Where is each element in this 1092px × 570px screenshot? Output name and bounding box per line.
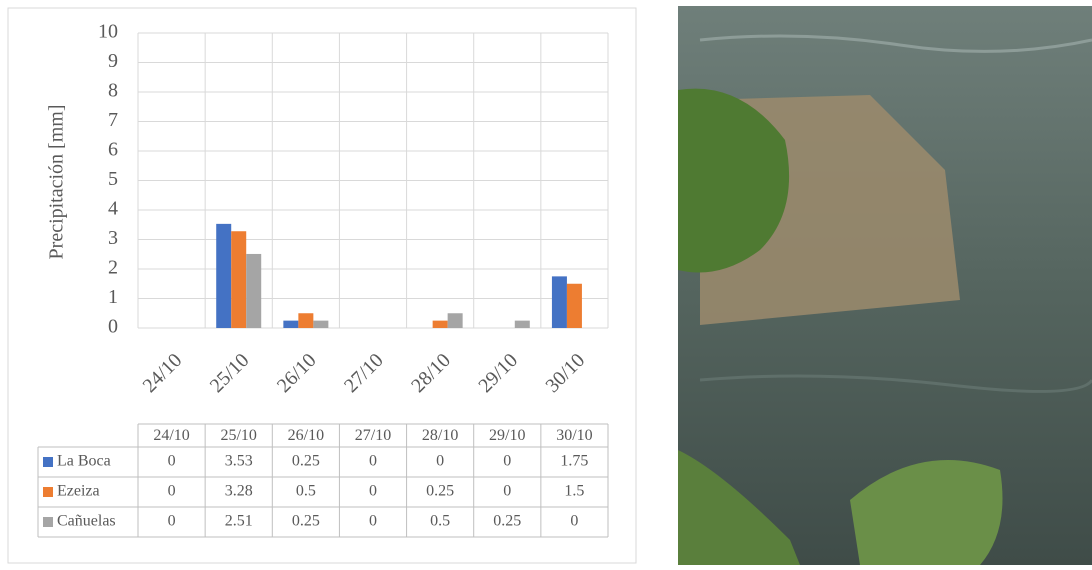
- table-header: 24/10: [153, 427, 189, 444]
- table-header: 28/10: [422, 427, 458, 444]
- table-cell: 0: [503, 453, 511, 470]
- legend-key: [43, 457, 53, 467]
- plant-left: [678, 450, 800, 565]
- y-tick-label: 1: [108, 286, 118, 308]
- table-cell: 0.25: [292, 453, 320, 470]
- y-tick-label: 10: [98, 21, 118, 43]
- y-tick-label: 7: [108, 109, 118, 131]
- bar: [313, 320, 329, 328]
- y-axis-label: Precipitación [mm]: [46, 105, 68, 260]
- table-cell: 0: [369, 483, 377, 500]
- table-cell: 0: [436, 453, 444, 470]
- y-tick-label: 8: [108, 80, 118, 102]
- table-cell: 0: [168, 483, 176, 500]
- table-cell: 0.25: [426, 483, 454, 500]
- table-cell: 0: [503, 483, 511, 500]
- y-tick-label: 4: [108, 198, 118, 220]
- bar: [551, 276, 567, 328]
- legend-label: La Boca: [57, 453, 111, 470]
- table-cell: 0.25: [493, 513, 521, 530]
- table-cell: 0: [369, 513, 377, 530]
- table-cell: 0: [369, 453, 377, 470]
- legend-label: Ezeiza: [57, 483, 100, 500]
- table-cell: 3.28: [225, 483, 253, 500]
- table-cell: 0: [168, 513, 176, 530]
- bar: [566, 283, 582, 328]
- table-cell: 0: [570, 513, 578, 530]
- bar: [231, 231, 247, 328]
- table-cell: 0.25: [292, 513, 320, 530]
- legend-label: Cañuelas: [57, 513, 116, 530]
- chart-frame: [7, 7, 637, 564]
- bar: [298, 313, 314, 328]
- y-tick-label: 5: [108, 168, 118, 190]
- legend-key: [43, 487, 53, 497]
- table-cell: 3.53: [225, 453, 253, 470]
- bar: [246, 253, 262, 328]
- y-tick-label: 6: [108, 139, 118, 161]
- table-cell: 0: [168, 453, 176, 470]
- table-cell: 2.51: [225, 513, 253, 530]
- y-tick-label: 0: [108, 316, 118, 338]
- photo: [678, 6, 1092, 565]
- bush: [678, 88, 790, 273]
- y-tick-label: 9: [108, 50, 118, 72]
- y-tick-label: 3: [108, 227, 118, 249]
- plant-right: [850, 460, 1003, 565]
- table-cell: 1.75: [560, 453, 588, 470]
- table-header: 30/10: [556, 427, 592, 444]
- bar: [432, 320, 448, 328]
- legend-key: [43, 517, 53, 527]
- ripple: [699, 374, 1092, 393]
- table-cell: 0.5: [296, 483, 316, 500]
- table-header: 26/10: [288, 427, 324, 444]
- table-header: 25/10: [220, 427, 256, 444]
- bar: [216, 223, 232, 328]
- table-cell: 1.5: [564, 483, 584, 500]
- table-header: 27/10: [355, 427, 391, 444]
- table-header: 29/10: [489, 427, 525, 444]
- data-table: 24/10 25/10 26/10 27/10 28/10 29/10 30/10 La Bo…: [37, 423, 609, 538]
- bar: [283, 320, 299, 328]
- bar: [447, 313, 463, 328]
- ripple: [699, 34, 1092, 53]
- y-tick-label: 2: [108, 257, 118, 279]
- table-cell: 0.5: [430, 513, 450, 530]
- bar: [514, 320, 530, 328]
